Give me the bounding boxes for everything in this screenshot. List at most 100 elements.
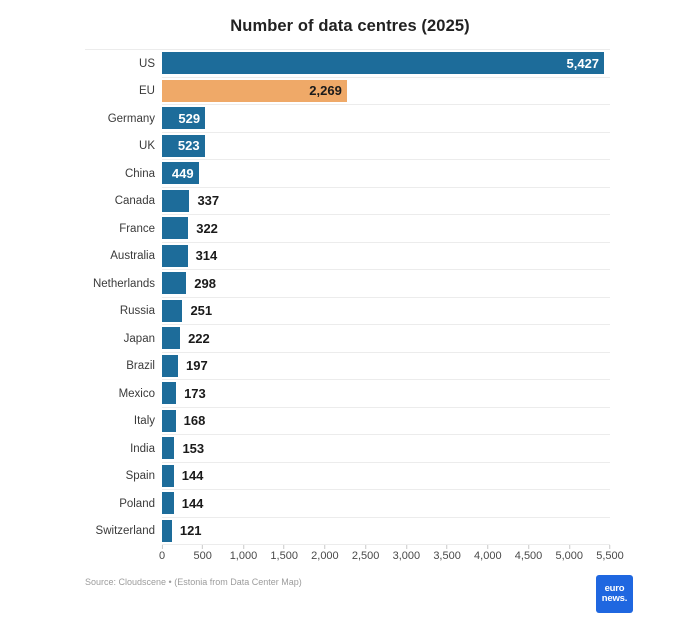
value-label: 523: [177, 138, 200, 154]
tick-mark: [161, 545, 163, 549]
bar-row: UK 523: [85, 133, 610, 160]
category-label: Germany: [107, 112, 155, 125]
tick-mark: [365, 545, 367, 549]
value-label: 144: [181, 495, 204, 511]
bar-track: 2,269: [162, 78, 610, 105]
bar-track: 449: [162, 160, 610, 188]
tick-mark: [609, 545, 611, 549]
tick-label: 500: [193, 550, 212, 562]
bar-row: EU 2,269: [85, 78, 610, 105]
bar: [162, 327, 181, 350]
bar: 5,427: [162, 52, 605, 75]
bar-track: 197: [162, 353, 610, 380]
category-label: China: [124, 167, 155, 180]
tick-label: 1,500: [270, 550, 298, 562]
bar-track: 121: [162, 518, 610, 545]
bar-track: 144: [162, 490, 610, 518]
tick-label: 5,500: [596, 550, 624, 562]
bar: [162, 464, 174, 487]
bar: 529: [162, 107, 206, 130]
category-label: France: [119, 222, 155, 235]
category-label: Russia: [119, 305, 155, 318]
value-label: 529: [178, 110, 201, 126]
category-label: Canada: [114, 195, 155, 208]
tick-label: 1,000: [229, 550, 258, 562]
category-label: Netherlands: [92, 277, 155, 290]
tick-mark: [324, 545, 326, 549]
bar-row: France 322: [85, 215, 610, 243]
value-label: 168: [183, 413, 206, 429]
x-axis-tick: 2,500: [351, 545, 380, 562]
bar-row: Mexico 173: [85, 380, 610, 408]
category-label: UK: [139, 140, 155, 153]
bar-track: 337: [162, 188, 610, 215]
tick-label: 5,000: [555, 550, 584, 562]
category-label: EU: [139, 85, 155, 98]
category-label: Italy: [133, 415, 155, 428]
x-axis-tick: 5,000: [555, 545, 584, 562]
bar-track: 314: [162, 243, 610, 270]
tick-label: 4,000: [474, 550, 502, 562]
value-label: 449: [171, 165, 194, 181]
euronews-logo-line2: news.: [601, 593, 628, 604]
bar-row: Japan 222: [85, 325, 610, 353]
tick-label: 2,500: [351, 550, 380, 562]
x-axis-tick: 3,500: [433, 545, 461, 562]
value-label: 222: [188, 330, 210, 346]
x-axis-tick: 4,500: [515, 545, 542, 562]
bar-row: Italy 168: [85, 408, 610, 435]
tick-mark: [568, 545, 570, 549]
value-label: 121: [179, 523, 202, 539]
tick-mark: [202, 545, 204, 549]
bar: [162, 354, 179, 377]
bar-row: India 153: [85, 435, 610, 463]
bar-track: 144: [162, 463, 610, 490]
tick-mark: [283, 545, 285, 549]
x-axis-tick: 2,000: [311, 545, 339, 562]
bar-row: Poland 144: [85, 490, 610, 518]
x-axis-tick: 500: [194, 545, 212, 562]
plot-rows: US 5,427 EU 2,269 Germany 529 UK 523 China 449 Can…: [85, 49, 610, 545]
bar: [162, 409, 176, 432]
bar-track: 153: [162, 435, 610, 463]
value-label: 173: [184, 385, 206, 401]
category-label: Switzerland: [95, 525, 155, 538]
x-axis-tick: 1,500: [270, 545, 298, 562]
tick-mark: [528, 545, 530, 549]
value-label: 2,269: [309, 83, 342, 99]
value-label: 144: [181, 468, 204, 484]
euronews-logo: euro news.: [596, 575, 633, 613]
category-label: Brazil: [126, 360, 155, 373]
bar-row: Germany 529: [85, 105, 610, 133]
bar-row: Russia 251: [85, 298, 610, 325]
x-axis-tick: 5,500: [596, 545, 624, 562]
bar: 523: [162, 134, 205, 157]
bar: [162, 244, 188, 267]
bar-row: Netherlands 298: [85, 270, 610, 298]
tick-label: 3,500: [433, 550, 461, 562]
value-label: 314: [195, 248, 218, 264]
tick-mark: [242, 545, 244, 549]
value-label: 337: [197, 193, 220, 209]
bar-row: Australia 314: [85, 243, 610, 270]
category-label: Mexico: [118, 387, 155, 400]
tick-label: 2,000: [311, 550, 339, 562]
bar-row: US 5,427: [85, 50, 610, 78]
category-label: India: [130, 442, 155, 455]
bar-track: 168: [162, 408, 610, 435]
bar-track: 523: [162, 133, 610, 160]
value-label: 197: [186, 358, 208, 374]
bar: [162, 437, 175, 460]
bar-track: 529: [162, 105, 610, 133]
x-axis-tick: 0: [159, 545, 165, 562]
bar-row: Brazil 197: [85, 353, 610, 380]
bar-row: Spain 144: [85, 463, 610, 490]
category-label: Australia: [110, 250, 155, 263]
bar-track: 251: [162, 298, 610, 325]
bar-track: 5,427: [162, 50, 610, 78]
bar: [162, 272, 187, 295]
bar: [162, 382, 177, 405]
tick-mark: [487, 545, 489, 549]
bar-track: 222: [162, 325, 610, 353]
